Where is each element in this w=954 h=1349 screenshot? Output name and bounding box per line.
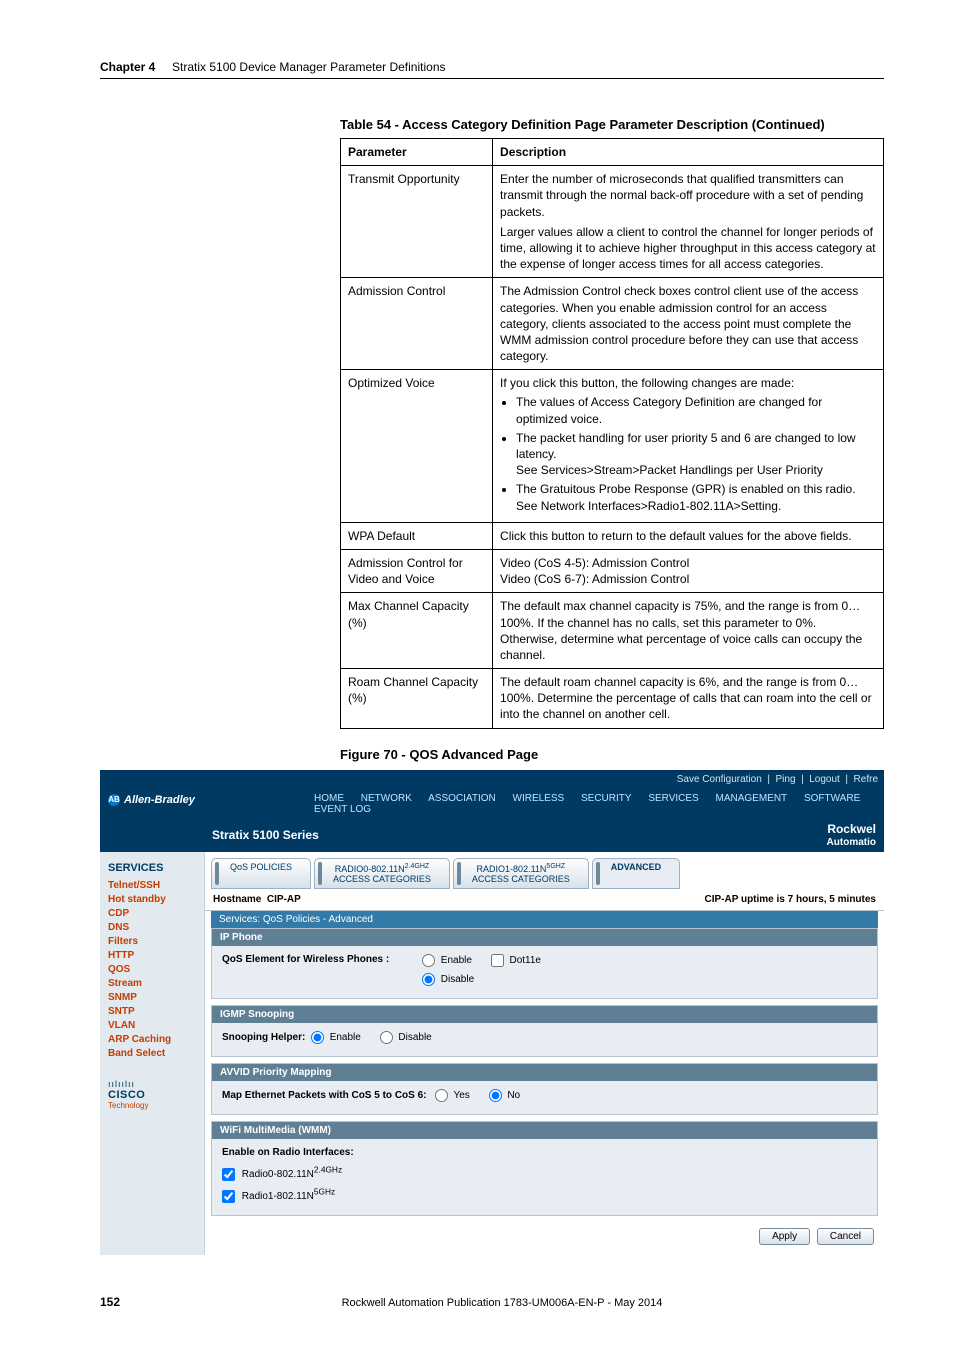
sidebar-heading: Services bbox=[108, 862, 198, 874]
table-row: Admission Control The Admission Control … bbox=[341, 278, 884, 370]
tab-advanced[interactable]: ADVANCED bbox=[592, 858, 680, 890]
igmp-title: IGMP Snooping bbox=[212, 1006, 877, 1023]
param-desc: If you click this button, the following … bbox=[493, 370, 884, 523]
qos-disable-radio[interactable]: Disable bbox=[422, 973, 474, 986]
apply-button[interactable]: Apply bbox=[759, 1228, 810, 1245]
wmm-radio1-checkbox[interactable]: Radio1-802.11N5GHz bbox=[222, 1191, 335, 1202]
th-description: Description bbox=[493, 139, 884, 166]
sidebar-item-stream[interactable]: Stream bbox=[108, 978, 198, 989]
param-desc: The default max channel capacity is 75%,… bbox=[493, 593, 884, 669]
ip-phone-title: IP Phone bbox=[212, 929, 877, 946]
nav-network[interactable]: NETWORK bbox=[361, 793, 412, 804]
nav-software[interactable]: SOFTWARE bbox=[804, 793, 860, 804]
param-desc: The Admission Control check boxes contro… bbox=[493, 278, 884, 370]
qos-advanced-screenshot: Save Configuration | Ping | Logout | Ref… bbox=[100, 770, 884, 1255]
chapter-number: Chapter 4 bbox=[100, 60, 155, 74]
top-links: Save Configuration | Ping | Logout | Ref… bbox=[100, 772, 884, 790]
uptime-text: CIP-AP uptime is 7 hours, 5 minutes bbox=[704, 894, 876, 905]
wmm-label: Enable on Radio Interfaces: bbox=[222, 1147, 867, 1158]
sidebar-item-arpcaching[interactable]: ARP Caching bbox=[108, 1034, 198, 1045]
ping-link[interactable]: Ping bbox=[776, 774, 796, 785]
param-name: Admission Control bbox=[341, 278, 493, 370]
qos-element-label: QoS Element for Wireless Phones : bbox=[222, 954, 422, 986]
table-row: Roam Channel Capacity (%) The default ro… bbox=[341, 669, 884, 729]
sidebar: Services Telnet/SSH Hot standby CDP DNS … bbox=[100, 852, 204, 1255]
tab-radio1[interactable]: RADIO1-802.11N5GHZACCESS CATEGORIES bbox=[453, 858, 589, 890]
cancel-button[interactable]: Cancel bbox=[817, 1228, 874, 1245]
table-row: Admission Control for Video and Voice Vi… bbox=[341, 549, 884, 592]
param-name: Transmit Opportunity bbox=[341, 166, 493, 278]
param-name: Optimized Voice bbox=[341, 370, 493, 523]
section-header: Services: QoS Policies - Advanced bbox=[211, 911, 878, 928]
sidebar-item-cdp[interactable]: CDP bbox=[108, 908, 198, 919]
nav-association[interactable]: ASSOCIATION bbox=[428, 793, 496, 804]
param-name: Roam Channel Capacity (%) bbox=[341, 669, 493, 729]
wmm-section: WiFi MultiMedia (WMM) Enable on Radio In… bbox=[211, 1121, 878, 1215]
save-config-link[interactable]: Save Configuration bbox=[677, 774, 762, 785]
param-desc: The default roam channel capacity is 6%,… bbox=[493, 669, 884, 729]
nav-services[interactable]: SERVICES bbox=[648, 793, 698, 804]
sidebar-item-qos[interactable]: QOS bbox=[108, 964, 198, 975]
sidebar-item-snmp[interactable]: SNMP bbox=[108, 992, 198, 1003]
sidebar-item-hotstandby[interactable]: Hot standby bbox=[108, 894, 198, 905]
figure-title: Figure 70 - QOS Advanced Page bbox=[340, 747, 884, 762]
avvid-title: AVVID Priority Mapping bbox=[212, 1064, 877, 1081]
param-desc: Video (CoS 4-5): Admission Control Video… bbox=[493, 549, 884, 592]
sidebar-item-dns[interactable]: DNS bbox=[108, 922, 198, 933]
publication-info: Rockwell Automation Publication 1783-UM0… bbox=[342, 1297, 663, 1309]
tab-qos-policies[interactable]: QoS POLICIES bbox=[211, 858, 311, 890]
tab-radio0[interactable]: RADIO0-802.11N2.4GHZACCESS CATEGORIES bbox=[314, 858, 450, 890]
nav-security[interactable]: SECURITY bbox=[581, 793, 632, 804]
param-name: WPA Default bbox=[341, 522, 493, 549]
hostname-value: CIP-AP bbox=[267, 894, 301, 905]
nav-wireless[interactable]: WIRELESS bbox=[513, 793, 565, 804]
tab-bar: QoS POLICIES RADIO0-802.11N2.4GHZACCESS … bbox=[211, 858, 878, 890]
sidebar-item-vlan[interactable]: VLAN bbox=[108, 1020, 198, 1031]
cisco-bars-icon: ıılıılıı bbox=[108, 1079, 198, 1089]
igmp-section: IGMP Snooping Snooping Helper: Enable Di… bbox=[211, 1005, 878, 1057]
sidebar-item-filters[interactable]: Filters bbox=[108, 936, 198, 947]
param-desc: Enter the number of microseconds that qu… bbox=[493, 166, 884, 278]
wmm-radio0-checkbox[interactable]: Radio0-802.11N2.4GHz bbox=[222, 1169, 342, 1180]
page-number: 152 bbox=[100, 1295, 120, 1309]
table-row: WPA Default Click this button to return … bbox=[341, 522, 884, 549]
chapter-title: Stratix 5100 Device Manager Parameter De… bbox=[172, 60, 445, 74]
table-row: Optimized Voice If you click this button… bbox=[341, 370, 884, 523]
ip-phone-section: IP Phone QoS Element for Wireless Phones… bbox=[211, 928, 878, 999]
sidebar-item-telnet[interactable]: Telnet/SSH bbox=[108, 880, 198, 891]
parameters-table: Parameter Description Transmit Opportuni… bbox=[340, 138, 884, 729]
nav-home[interactable]: HOME bbox=[314, 793, 344, 804]
snooping-label: Snooping Helper: bbox=[222, 1033, 305, 1044]
sidebar-item-sntp[interactable]: SNTP bbox=[108, 1006, 198, 1017]
series-title: Stratix 5100 Series bbox=[212, 828, 319, 842]
dot11e-checkbox[interactable]: Dot11e bbox=[491, 954, 541, 967]
param-desc: Click this button to return to the defau… bbox=[493, 522, 884, 549]
nav-management[interactable]: MANAGEMENT bbox=[716, 793, 788, 804]
param-name: Max Channel Capacity (%) bbox=[341, 593, 493, 669]
ab-logo-icon: AB bbox=[108, 794, 120, 806]
snooping-disable-radio[interactable]: Disable bbox=[380, 1031, 432, 1044]
snooping-enable-radio[interactable]: Enable bbox=[311, 1031, 361, 1044]
rockwell-brand: RockwelAutomatio bbox=[827, 823, 876, 848]
hostname-label: Hostname bbox=[213, 894, 261, 905]
table-row: Max Channel Capacity (%) The default max… bbox=[341, 593, 884, 669]
th-parameter: Parameter bbox=[341, 139, 493, 166]
table-row: Transmit Opportunity Enter the number of… bbox=[341, 166, 884, 278]
avvid-no-radio[interactable]: No bbox=[489, 1089, 521, 1102]
param-name: Admission Control for Video and Voice bbox=[341, 549, 493, 592]
cisco-logo: ıılıılıı CISCO Technology bbox=[108, 1079, 198, 1110]
sidebar-item-http[interactable]: HTTP bbox=[108, 950, 198, 961]
allen-bradley-brand: ABAllen-Bradley bbox=[100, 790, 204, 852]
table-title: Table 54 - Access Category Definition Pa… bbox=[340, 117, 884, 132]
avvid-label: Map Ethernet Packets with CoS 5 to CoS 6… bbox=[222, 1091, 426, 1102]
qos-enable-radio[interactable]: Enable bbox=[422, 954, 472, 967]
main-nav: HOME NETWORK ASSOCIATION WIRELESS SECURI… bbox=[204, 790, 884, 819]
nav-eventlog[interactable]: EVENT LOG bbox=[314, 804, 371, 815]
logout-link[interactable]: Logout bbox=[809, 774, 840, 785]
avvid-section: AVVID Priority Mapping Map Ethernet Pack… bbox=[211, 1063, 878, 1115]
avvid-yes-radio[interactable]: Yes bbox=[435, 1089, 470, 1102]
wmm-title: WiFi MultiMedia (WMM) bbox=[212, 1122, 877, 1139]
refresh-link[interactable]: Refre bbox=[854, 774, 878, 785]
sidebar-item-bandselect[interactable]: Band Select bbox=[108, 1048, 198, 1059]
